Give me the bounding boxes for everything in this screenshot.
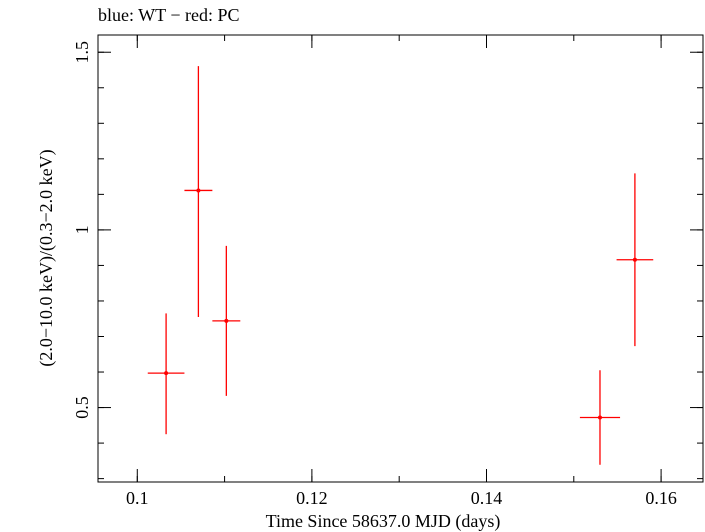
- data-point: [212, 245, 241, 396]
- x-tick-label: 0.12: [296, 488, 328, 508]
- data-point: [147, 313, 185, 435]
- plot-frame: [97, 34, 704, 483]
- x-tick-label: 0.14: [471, 488, 503, 508]
- data-point: [184, 66, 213, 317]
- point-marker: [164, 371, 169, 376]
- x-tick-label: 0.1: [126, 488, 149, 508]
- point-marker: [196, 188, 201, 193]
- y-axis-label: (2.0−10.0 keV)/(0.3−2.0 keV): [36, 149, 57, 366]
- x-tick-label: 0.16: [645, 488, 677, 508]
- axis-ticks: [98, 35, 703, 482]
- data-point: [616, 173, 654, 347]
- axis-tick-labels: 0.1 0.12 0.14 0.16 0.5 1 1.5: [72, 41, 677, 508]
- point-marker: [224, 318, 229, 323]
- y-tick-label: 0.5: [72, 396, 92, 419]
- y-tick-label: 1.5: [72, 41, 92, 64]
- point-marker: [597, 415, 602, 420]
- point-marker: [632, 257, 637, 262]
- chart-title: blue: WT − red: PC: [98, 5, 239, 25]
- data-series: [147, 66, 654, 465]
- y-tick-label: 1: [72, 225, 92, 234]
- x-axis-label: Time Since 58637.0 MJD (days): [266, 511, 501, 532]
- data-point: [579, 370, 621, 465]
